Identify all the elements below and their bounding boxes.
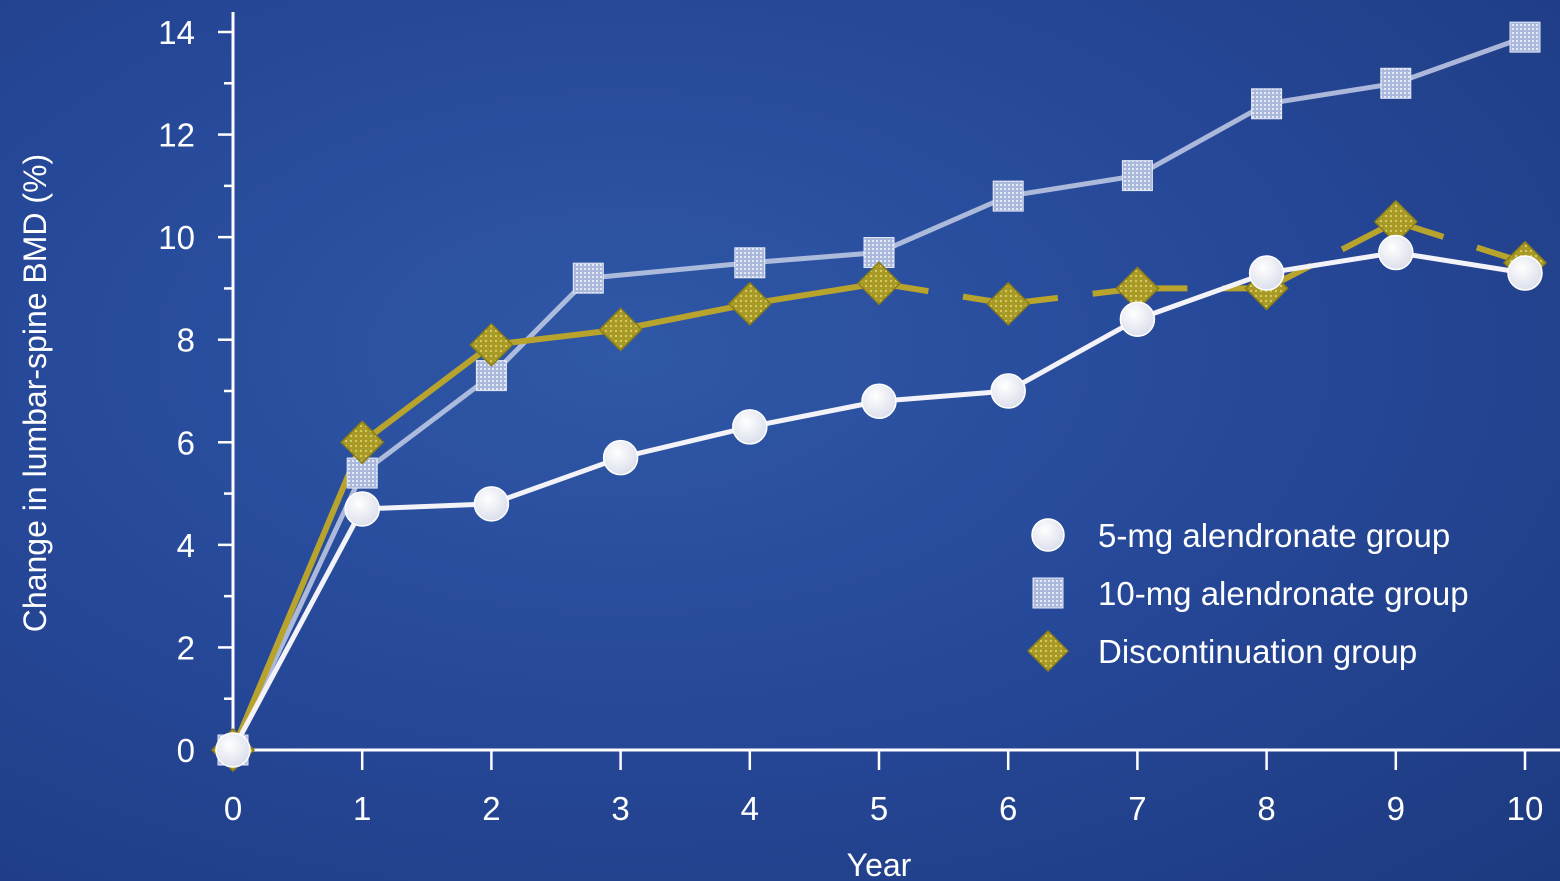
data-point-circle bbox=[344, 491, 380, 527]
data-point-diamond bbox=[340, 420, 385, 465]
data-point-diamond bbox=[986, 281, 1031, 326]
markers-circle bbox=[215, 234, 1543, 768]
y-axis-title: Change in lumbar-spine BMD (%) bbox=[17, 154, 53, 632]
series-line-segment bbox=[360, 342, 494, 445]
legend-label: 10-mg alendronate group bbox=[1098, 575, 1469, 612]
data-point-circle bbox=[990, 373, 1026, 409]
legend-marker-square bbox=[1032, 577, 1064, 609]
series-line-segment bbox=[1136, 101, 1268, 178]
x-tick-label: 3 bbox=[611, 790, 629, 827]
markers-diamond bbox=[210, 199, 1548, 773]
x-tick-label: 1 bbox=[353, 790, 371, 827]
data-point-diamond bbox=[856, 261, 902, 306]
data-point-circle bbox=[215, 732, 251, 768]
y-tick-label: 2 bbox=[177, 629, 195, 666]
series-line-segment bbox=[1006, 317, 1139, 394]
y-tick-label: 8 bbox=[177, 322, 195, 359]
x-tick-label: 6 bbox=[999, 790, 1017, 827]
legend-label: Discontinuation group bbox=[1098, 633, 1417, 670]
series-line-segment bbox=[1136, 270, 1268, 322]
series-line-segment bbox=[360, 373, 493, 476]
series-line-segment bbox=[749, 250, 880, 266]
data-point-diamond bbox=[598, 307, 643, 352]
series-line-segment bbox=[878, 280, 1009, 307]
y-tick-label: 10 bbox=[158, 219, 195, 256]
series-line-segment bbox=[1394, 34, 1526, 86]
data-point-square bbox=[992, 180, 1024, 212]
data-point-diamond bbox=[469, 322, 514, 367]
data-point-circle bbox=[1119, 301, 1156, 337]
series-line-segment bbox=[1395, 250, 1526, 276]
series-line-segment bbox=[1265, 219, 1398, 292]
series-line-segment bbox=[490, 455, 622, 507]
series-line-segment bbox=[230, 507, 365, 752]
x-tick-label: 10 bbox=[1507, 790, 1544, 827]
data-point-circle bbox=[1378, 234, 1414, 271]
data-point-square bbox=[572, 262, 604, 294]
data-point-circle bbox=[732, 409, 768, 445]
series-line-segment bbox=[230, 441, 365, 752]
series-line-segment bbox=[749, 280, 880, 307]
series-line-segment bbox=[620, 424, 751, 461]
data-point-square bbox=[734, 247, 766, 279]
data-point-square bbox=[1509, 21, 1541, 53]
legend-marker-circle bbox=[1031, 518, 1065, 552]
data-point-square bbox=[1251, 88, 1283, 120]
data-point-circle bbox=[861, 383, 897, 420]
series-layer bbox=[210, 21, 1548, 773]
data-point-square bbox=[1121, 160, 1153, 192]
data-point-circle bbox=[473, 486, 510, 522]
series-circle bbox=[230, 250, 1526, 752]
y-tick-label: 6 bbox=[177, 424, 195, 461]
y-tick-label: 14 bbox=[158, 14, 195, 51]
series-line-segment bbox=[1266, 80, 1397, 107]
series-line-segment bbox=[1394, 218, 1526, 266]
series-line-segment bbox=[749, 398, 880, 430]
x-ticks: 0 1 2 3 4 5 6 7 8 9 10 bbox=[224, 750, 1544, 827]
x-tick-label: 2 bbox=[482, 790, 500, 827]
series-line-segment bbox=[877, 193, 1010, 255]
x-tick-label: 9 bbox=[1387, 790, 1405, 827]
x-tick-label: 4 bbox=[741, 790, 759, 827]
series-line-segment bbox=[1007, 285, 1138, 307]
legend-label: 5-mg alendronate group bbox=[1098, 517, 1450, 554]
y-tick-label: 0 bbox=[177, 732, 195, 769]
series-line-segment bbox=[620, 300, 751, 333]
data-point-circle bbox=[1248, 255, 1285, 291]
x-axis-title: Year bbox=[847, 847, 912, 881]
data-point-diamond bbox=[727, 281, 772, 326]
data-point-circle bbox=[602, 439, 639, 476]
series-line-segment bbox=[491, 326, 621, 348]
series-line-segment bbox=[1007, 173, 1138, 199]
series-line-segment bbox=[489, 276, 591, 378]
legend-marker-diamond bbox=[1026, 629, 1070, 673]
series-line-segment bbox=[878, 388, 1009, 404]
series-line-segment bbox=[362, 501, 492, 512]
data-point-square bbox=[1380, 67, 1412, 99]
y-tick-label: 12 bbox=[158, 117, 195, 154]
series-line-segment bbox=[588, 260, 751, 281]
x-tick-label: 7 bbox=[1128, 790, 1146, 827]
series-square bbox=[230, 34, 1526, 752]
y-ticks: 0 2 4 6 8 10 12 14 bbox=[158, 14, 233, 769]
data-point-circle bbox=[1507, 255, 1543, 291]
x-tick-label: 8 bbox=[1257, 790, 1275, 827]
series-line-segment bbox=[1266, 250, 1397, 276]
x-tick-label: 5 bbox=[870, 790, 888, 827]
legend: 5-mg alendronate group 10-mg alendronate … bbox=[1026, 517, 1469, 673]
x-tick-label: 0 bbox=[224, 790, 242, 827]
y-tick-label: 4 bbox=[177, 527, 195, 564]
